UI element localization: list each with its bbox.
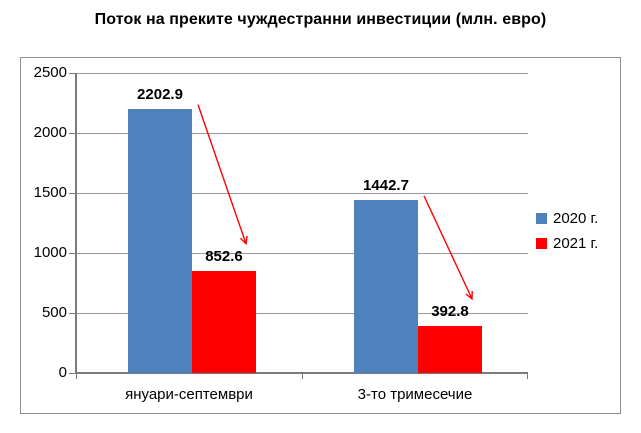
gridline bbox=[76, 192, 528, 194]
x-axis-tick bbox=[527, 373, 528, 379]
x-axis-line bbox=[76, 372, 528, 374]
y-axis-tick bbox=[69, 192, 76, 194]
y-axis-tick-label: 2000 bbox=[33, 124, 67, 141]
y-axis-line bbox=[75, 73, 77, 373]
category-label: януари-септември bbox=[125, 386, 253, 403]
legend-swatch-2021-icon bbox=[536, 238, 547, 249]
y-axis-tick-label: 2500 bbox=[33, 64, 67, 81]
legend-item-2020: 2020 г. bbox=[536, 210, 598, 227]
gridline bbox=[76, 312, 528, 314]
bar-value-label: 392.8 bbox=[431, 302, 469, 320]
decline-arrows-layer bbox=[197, 104, 473, 301]
y-axis-tick-label: 1500 bbox=[33, 184, 67, 201]
y-axis-tick-label: 0 bbox=[58, 364, 67, 381]
category-label: 3-то тримесечие bbox=[357, 386, 473, 403]
decline-arrow-cat1 bbox=[423, 195, 473, 301]
gridline bbox=[76, 252, 528, 254]
y-axis-tick-label: 500 bbox=[41, 304, 67, 321]
y-axis-tick bbox=[69, 372, 76, 374]
bar-value-label: 2202.9 bbox=[137, 85, 183, 103]
bar-series1-cat0 bbox=[192, 270, 256, 373]
chart-box: 0 500 1000 1500 2000 2500 2202.9 852.6 януари-се… bbox=[20, 57, 621, 414]
bar-value-label: 1442.7 bbox=[363, 176, 409, 194]
x-axis-tick bbox=[302, 373, 303, 379]
bar-series1-cat1 bbox=[418, 325, 482, 373]
decline-arrow-cat0 bbox=[197, 104, 248, 246]
legend-label-2020: 2020 г. bbox=[553, 210, 599, 227]
y-axis-tick-label: 1000 bbox=[33, 244, 67, 261]
bar-series0-cat1 bbox=[354, 199, 418, 373]
gridline bbox=[76, 72, 528, 74]
x-axis-tick bbox=[76, 373, 77, 379]
legend-swatch-2020-icon bbox=[536, 213, 547, 224]
y-axis-tick bbox=[69, 132, 76, 134]
legend-item-2021: 2021 г. bbox=[536, 235, 598, 252]
y-axis-tick bbox=[69, 252, 76, 254]
bar-value-label: 852.6 bbox=[205, 247, 243, 265]
gridline bbox=[76, 132, 528, 134]
legend-label-2021: 2021 г. bbox=[553, 235, 599, 252]
legend: 2020 г. 2021 г. bbox=[536, 210, 598, 252]
y-axis-tick bbox=[69, 72, 76, 74]
y-axis-tick bbox=[69, 312, 76, 314]
chart-title: Поток на преките чуждестранни инвестиции… bbox=[94, 11, 547, 28]
bar-series0-cat0 bbox=[128, 108, 192, 373]
